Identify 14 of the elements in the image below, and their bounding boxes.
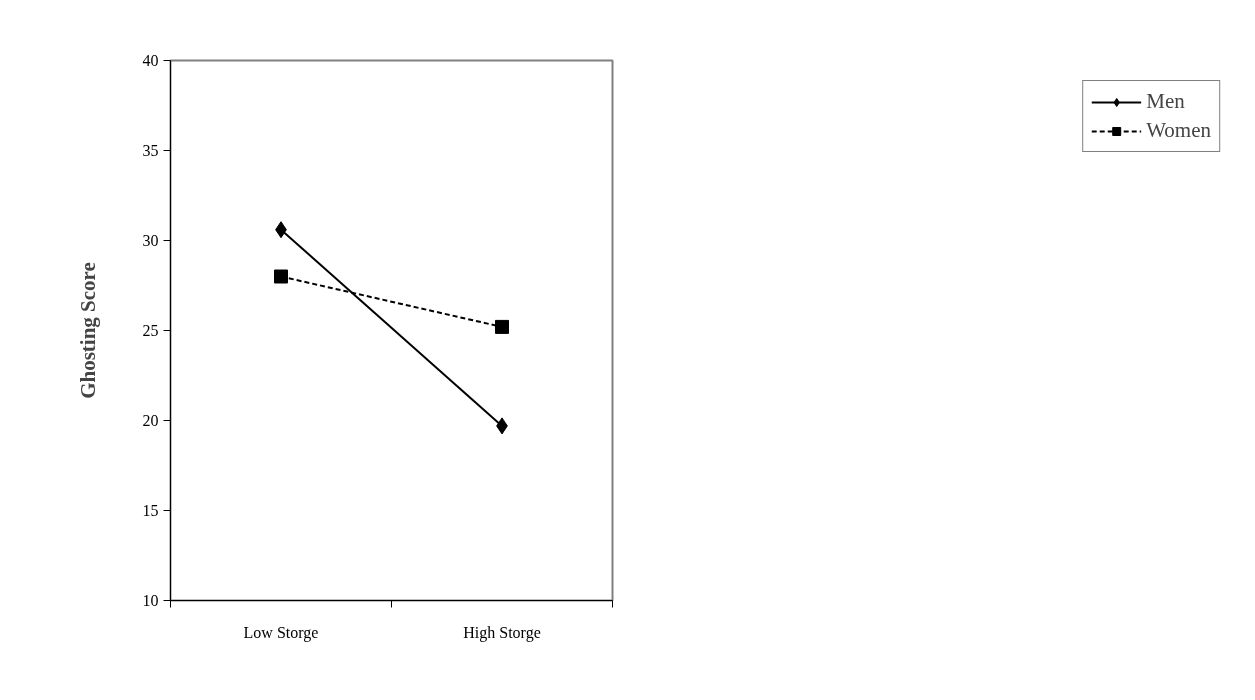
y-tick-label: 25 bbox=[142, 322, 159, 339]
point bbox=[274, 269, 288, 284]
legend-label: Men bbox=[1146, 89, 1185, 114]
legend-label: Women bbox=[1146, 118, 1211, 143]
x-tick-label: High Storge bbox=[463, 623, 541, 642]
y-tick-label: 10 bbox=[142, 592, 159, 609]
y-tick-label: 30 bbox=[142, 232, 159, 249]
y-axis-title: Ghosting Score bbox=[75, 262, 100, 399]
y-tick-label: 35 bbox=[142, 142, 159, 159]
y-tick-label: 20 bbox=[142, 412, 159, 429]
y-tick-label: 40 bbox=[142, 52, 159, 69]
y-tick-label: 15 bbox=[142, 502, 159, 519]
point bbox=[495, 319, 509, 334]
x-tick-label: Low Storge bbox=[243, 623, 319, 642]
